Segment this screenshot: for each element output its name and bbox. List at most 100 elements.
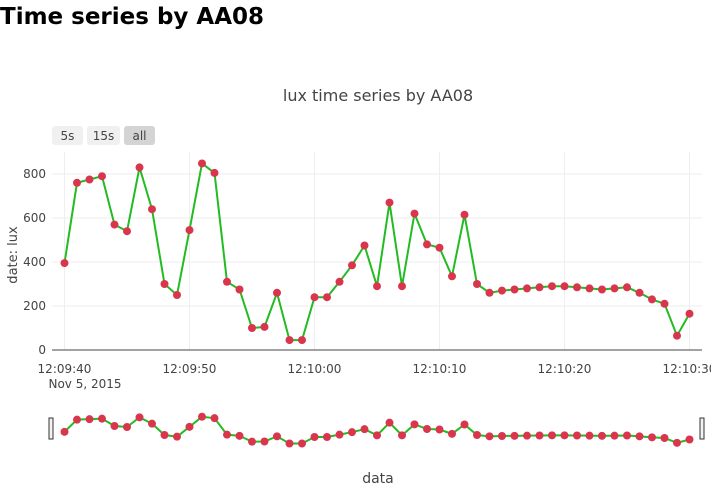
slider-data-point [198, 412, 206, 421]
data-point[interactable] [110, 220, 119, 229]
slider-data-point [135, 413, 144, 422]
data-point[interactable] [523, 284, 531, 293]
slider-data-point [173, 432, 181, 441]
data-point[interactable] [548, 282, 556, 291]
data-point[interactable] [223, 277, 231, 286]
data-point[interactable] [635, 288, 644, 297]
data-point[interactable] [160, 280, 169, 288]
data-point[interactable] [685, 309, 694, 318]
data-point[interactable] [273, 288, 281, 297]
data-point[interactable] [460, 210, 469, 219]
slider-data-point [560, 431, 569, 440]
data-point[interactable] [248, 324, 256, 332]
data-point[interactable] [498, 286, 506, 295]
data-point[interactable] [260, 322, 269, 331]
x-date-label: Nov 5, 2015 [48, 377, 121, 391]
data-point[interactable] [123, 227, 131, 236]
grid [52, 152, 702, 351]
data-point[interactable] [310, 293, 319, 302]
slider-series-line [63, 415, 690, 445]
slider-data-point [435, 425, 444, 434]
page-title: Time series by AA08 [0, 4, 265, 30]
data-point[interactable] [510, 285, 519, 294]
data-point[interactable] [135, 163, 144, 172]
data-point[interactable] [148, 205, 156, 214]
data-point[interactable] [398, 282, 406, 291]
data-point[interactable] [423, 240, 431, 249]
data-point[interactable] [98, 172, 106, 181]
slider-data-point [85, 415, 94, 424]
data-point[interactable] [623, 283, 631, 292]
slider-data-point [335, 430, 344, 439]
data-point[interactable] [535, 283, 544, 292]
slider-data-point [548, 431, 556, 440]
slider-data-point [523, 431, 531, 440]
slider-data-point [410, 420, 419, 429]
data-point[interactable] [348, 261, 356, 270]
data-point[interactable] [448, 272, 456, 281]
range-slider-left-handle[interactable] [48, 417, 54, 440]
data-point[interactable] [673, 331, 681, 340]
data-point[interactable] [648, 295, 656, 304]
y-tick-label: 0 [38, 343, 46, 357]
data-point[interactable] [598, 285, 606, 294]
slider-data-point [110, 422, 119, 430]
data-point[interactable] [385, 198, 394, 207]
data-point[interactable] [373, 282, 381, 291]
data-point[interactable] [585, 284, 594, 293]
data-point[interactable] [435, 243, 444, 252]
slider-data-point [98, 414, 106, 423]
x-tick-label: 12:09:40 [38, 362, 92, 376]
data-point[interactable] [473, 280, 481, 288]
range-button-5s[interactable]: 5s [52, 126, 83, 145]
slider-data-point [448, 429, 456, 438]
data-point[interactable] [560, 282, 569, 291]
data-point[interactable] [298, 336, 306, 345]
x-tick-label: 12:09:50 [163, 362, 217, 376]
slider-data-point [673, 438, 681, 447]
x-axis: 12:09:40 12:09:50 12:10:00 12:10:10 12:10:20… [38, 362, 711, 376]
range-button-all[interactable]: all [124, 126, 155, 145]
slider-data-point [573, 431, 581, 440]
data-point[interactable] [173, 291, 181, 299]
slider-data-point [210, 414, 219, 423]
range-button-15s[interactable]: 15s [87, 126, 120, 145]
range-button-label: all [132, 129, 146, 143]
data-point[interactable] [60, 259, 69, 268]
data-point[interactable] [198, 159, 206, 168]
range-slider-right-handle[interactable] [699, 417, 705, 440]
range-slider[interactable] [60, 412, 694, 448]
slider-data-point [623, 431, 631, 440]
x-tick-label: 12:10:30 [663, 362, 711, 376]
data-point[interactable] [360, 241, 369, 250]
slider-data-point [398, 431, 406, 440]
slider-data-point [660, 434, 669, 442]
data-point[interactable] [660, 299, 669, 308]
slider-data-point [285, 439, 294, 448]
data-point[interactable] [610, 284, 619, 293]
data-point[interactable] [185, 226, 194, 235]
data-point[interactable] [285, 336, 294, 345]
slider-data-point [423, 425, 431, 433]
chart-title: lux time series by AA08 [283, 86, 473, 105]
data-point[interactable] [335, 277, 344, 286]
slider-data-point [148, 419, 156, 428]
slider-data-point [373, 431, 381, 440]
data-point[interactable] [235, 285, 244, 294]
data-point[interactable] [85, 175, 94, 184]
data-point[interactable] [485, 288, 494, 297]
data-point[interactable] [73, 178, 81, 187]
data-point[interactable] [323, 293, 331, 302]
slider-data-point [360, 425, 369, 434]
slider-data-point [385, 418, 394, 427]
data-point[interactable] [410, 209, 419, 218]
slider-data-point [598, 431, 606, 440]
slider-data-point [348, 428, 356, 437]
x-tick-label: 12:10:20 [538, 362, 592, 376]
data-point[interactable] [210, 168, 219, 177]
range-button-label: 15s [93, 129, 115, 143]
main-plot[interactable] [60, 159, 694, 345]
slider-data-point [585, 431, 594, 440]
data-point[interactable] [573, 283, 581, 292]
